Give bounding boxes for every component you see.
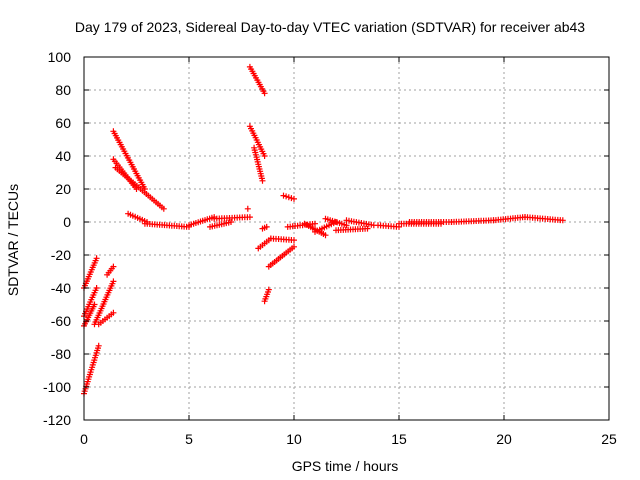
y-tick-label: -120 (43, 412, 71, 428)
x-axis-label: GPS time / hours (292, 458, 399, 474)
data-point-trace (448, 217, 497, 225)
y-tick-label: 0 (63, 214, 71, 230)
data-points (81, 63, 566, 397)
x-tick-label: 10 (286, 431, 302, 447)
data-point-trace (207, 219, 234, 230)
data-point-trace (141, 220, 192, 230)
plot-frame (83, 56, 610, 421)
y-tick-label: -100 (43, 379, 71, 395)
y-tick-label: 20 (55, 181, 71, 197)
x-tick-label: 25 (601, 431, 617, 447)
data-point-trace (211, 214, 253, 222)
y-tick-label: -40 (51, 280, 71, 296)
x-tick-label: 0 (80, 431, 88, 447)
data-point-trace (280, 192, 297, 202)
data-point-trace (244, 205, 251, 212)
data-point-trace (104, 263, 117, 278)
data-point-trace (186, 214, 218, 229)
data-point-trace (261, 286, 272, 305)
y-tick-label: 60 (55, 115, 71, 131)
data-point-trace (125, 210, 150, 225)
data-point-trace (267, 235, 297, 244)
x-tick-label: 15 (391, 431, 407, 447)
y-tick-label: -60 (51, 313, 71, 329)
data-point-trace (112, 164, 167, 212)
data-point-trace (375, 222, 402, 230)
y-tick-label: 80 (55, 82, 71, 98)
data-point-trace (246, 123, 268, 159)
grid-lines (84, 57, 609, 420)
data-point-trace (522, 214, 566, 224)
x-tick-label: 5 (185, 431, 193, 447)
data-point-trace (246, 63, 268, 97)
y-axis-label: SDTVAR / TECUs (5, 184, 21, 296)
data-point-trace (265, 243, 297, 270)
axis-ticks: -120 -100 -80 -60 -40 -20 0 20 40 60 80 100 0 5 10 15 20… (43, 49, 617, 447)
y-tick-label: -80 (51, 346, 71, 362)
y-tick-label: -20 (51, 247, 71, 263)
y-tick-label: 40 (55, 148, 71, 164)
data-point-trace (251, 144, 266, 184)
data-point-trace (91, 278, 117, 328)
x-tick-label: 20 (496, 431, 512, 447)
data-point-trace (322, 215, 350, 229)
data-point-trace (333, 225, 371, 234)
chart-title: Day 179 of 2023, Sidereal Day-to-day VTE… (75, 19, 585, 35)
y-tick-label: 100 (48, 49, 72, 65)
data-point-trace (312, 219, 339, 235)
data-point-trace (343, 217, 377, 229)
data-point-trace (110, 128, 148, 192)
data-point-trace (259, 223, 270, 232)
data-point-trace (95, 309, 117, 328)
